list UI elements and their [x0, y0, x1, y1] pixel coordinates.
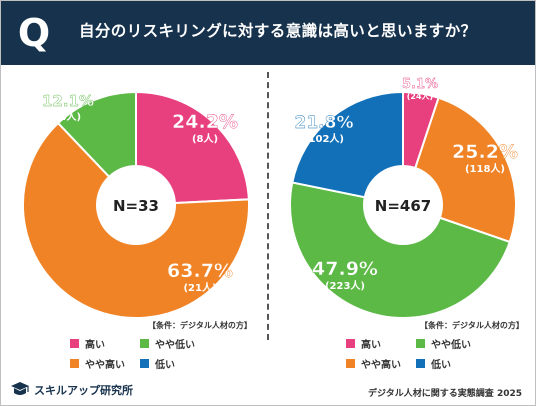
pie-center-label: N=33	[113, 197, 159, 215]
pie-slice	[289, 181, 512, 319]
legend-swatch	[70, 359, 79, 368]
legend-item-somewhat-low: やや低い	[416, 336, 471, 351]
legend-swatch	[416, 359, 425, 368]
pie-data-label: 47.9%	[312, 258, 378, 280]
legend-swatch	[416, 339, 425, 348]
legend-item-high: 高い	[346, 336, 381, 351]
legend-item-somewhat-high: やや高い	[346, 356, 401, 371]
brand-logo: スキルアップ研究所	[10, 381, 133, 399]
condition-note-right: 【条件：デジタル人材の方】	[420, 321, 524, 330]
legend-item-somewhat-low: やや低い	[140, 336, 195, 351]
legend-left: 高い やや低い やや高い 低い	[70, 336, 230, 376]
legend-label: やや高い	[85, 360, 125, 371]
question-header: Q 自分のリスキリングに対する意識は高いと思いますか？	[1, 1, 535, 65]
pie-count-label: (8人)	[192, 132, 218, 145]
pie-center-label: N=467	[375, 197, 431, 215]
pie-count-label: (24人)	[407, 91, 433, 101]
legend-swatch	[346, 339, 355, 348]
legend-swatch	[346, 359, 355, 368]
q-badge: Q	[17, 11, 51, 55]
pie-count-label: (118人)	[465, 162, 505, 175]
pie-count-label: (102人)	[304, 132, 344, 145]
legend-swatch	[140, 339, 149, 348]
legend-label: やや高い	[361, 360, 401, 371]
pie-data-label: 24.2%	[172, 111, 238, 133]
pie-center-hole	[96, 165, 176, 245]
pie-data-label: 21.8%	[295, 113, 354, 133]
legend-label: やや低い	[431, 340, 471, 351]
pie-count-label: (21人)	[183, 281, 216, 294]
pie-data-label: 5.1%	[402, 77, 438, 92]
legend-item-high: 高い	[70, 336, 105, 351]
pie-count-label: (223人)	[325, 279, 365, 292]
legend-label: 高い	[85, 340, 105, 351]
question-text: 自分のリスキリングに対する意識は高いと思いますか？	[79, 22, 477, 40]
pie-data-label: 25.2%	[452, 141, 518, 163]
legend-right: 高い やや低い やや高い 低い	[346, 336, 506, 376]
legend-label: やや低い	[155, 340, 195, 351]
condition-note-left: 【条件：デジタル人材の方】	[148, 321, 252, 330]
pie-data-label: 63.7%	[167, 260, 233, 282]
legend-item-somewhat-high: やや高い	[70, 356, 125, 371]
legend-item-low: 低い	[416, 356, 451, 371]
pie-center-hole	[363, 165, 443, 245]
pie-count-label: (4人)	[55, 110, 81, 123]
legend-label: 低い	[431, 360, 451, 371]
graduation-cap-icon	[11, 382, 29, 395]
legend-label: 高い	[361, 340, 381, 351]
chart-divider	[267, 72, 269, 340]
brand-name: スキルアップ研究所	[34, 384, 133, 397]
pie-data-label: 12.1%	[42, 92, 94, 110]
legend-swatch	[140, 359, 149, 368]
legend-item-low: 低い	[140, 356, 175, 371]
survey-source: デジタル人材に関する実態調査 2025	[367, 389, 522, 399]
legend-swatch	[70, 339, 79, 348]
legend-label: 低い	[155, 360, 175, 371]
